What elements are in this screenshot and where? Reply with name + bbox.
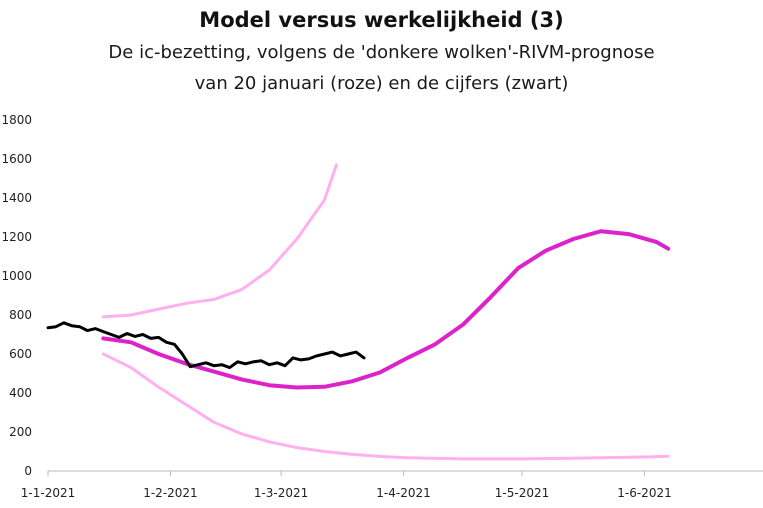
y-tick-label: 1600 <box>1 152 32 166</box>
lower-scenario-line <box>101 352 670 461</box>
central-forecast-line <box>101 229 671 390</box>
y-tick-label: 600 <box>9 347 32 361</box>
chart-axes: 0 200 400 600 800 1000 1200 1400 1600 1800 1-1-202… <box>1 113 763 500</box>
y-tick-label: 1800 <box>1 113 32 127</box>
y-tick-label: 1000 <box>1 269 32 283</box>
x-tick-label: 1-3-2021 <box>254 486 308 500</box>
y-tick-label: 1400 <box>1 191 32 205</box>
y-tick-label: 1200 <box>1 230 32 244</box>
y-tick-label: 400 <box>9 386 32 400</box>
chart-title: Model versus werkelijkheid (3) <box>199 8 564 32</box>
x-tick-label: 1-1-2021 <box>21 486 75 500</box>
y-tick-label: 0 <box>24 464 32 478</box>
x-tick-label: 1-5-2021 <box>495 486 549 500</box>
actual-icu-occupancy-line <box>46 321 366 370</box>
y-tick-label: 200 <box>9 425 32 439</box>
x-tick-label: 1-6-2021 <box>617 486 671 500</box>
y-tick-label: 800 <box>9 308 32 322</box>
chart-subtitle-line-2: van 20 januari (roze) en de cijfers (zwa… <box>194 73 569 94</box>
upper-scenario-line <box>101 163 338 319</box>
x-tick-label: 1-2-2021 <box>143 486 197 500</box>
chart-subtitle-line-1: De ic-bezetting, volgens de 'donkere wol… <box>108 42 655 63</box>
x-tick-label: 1-4-2021 <box>376 486 430 500</box>
chart-series-group <box>46 163 671 461</box>
